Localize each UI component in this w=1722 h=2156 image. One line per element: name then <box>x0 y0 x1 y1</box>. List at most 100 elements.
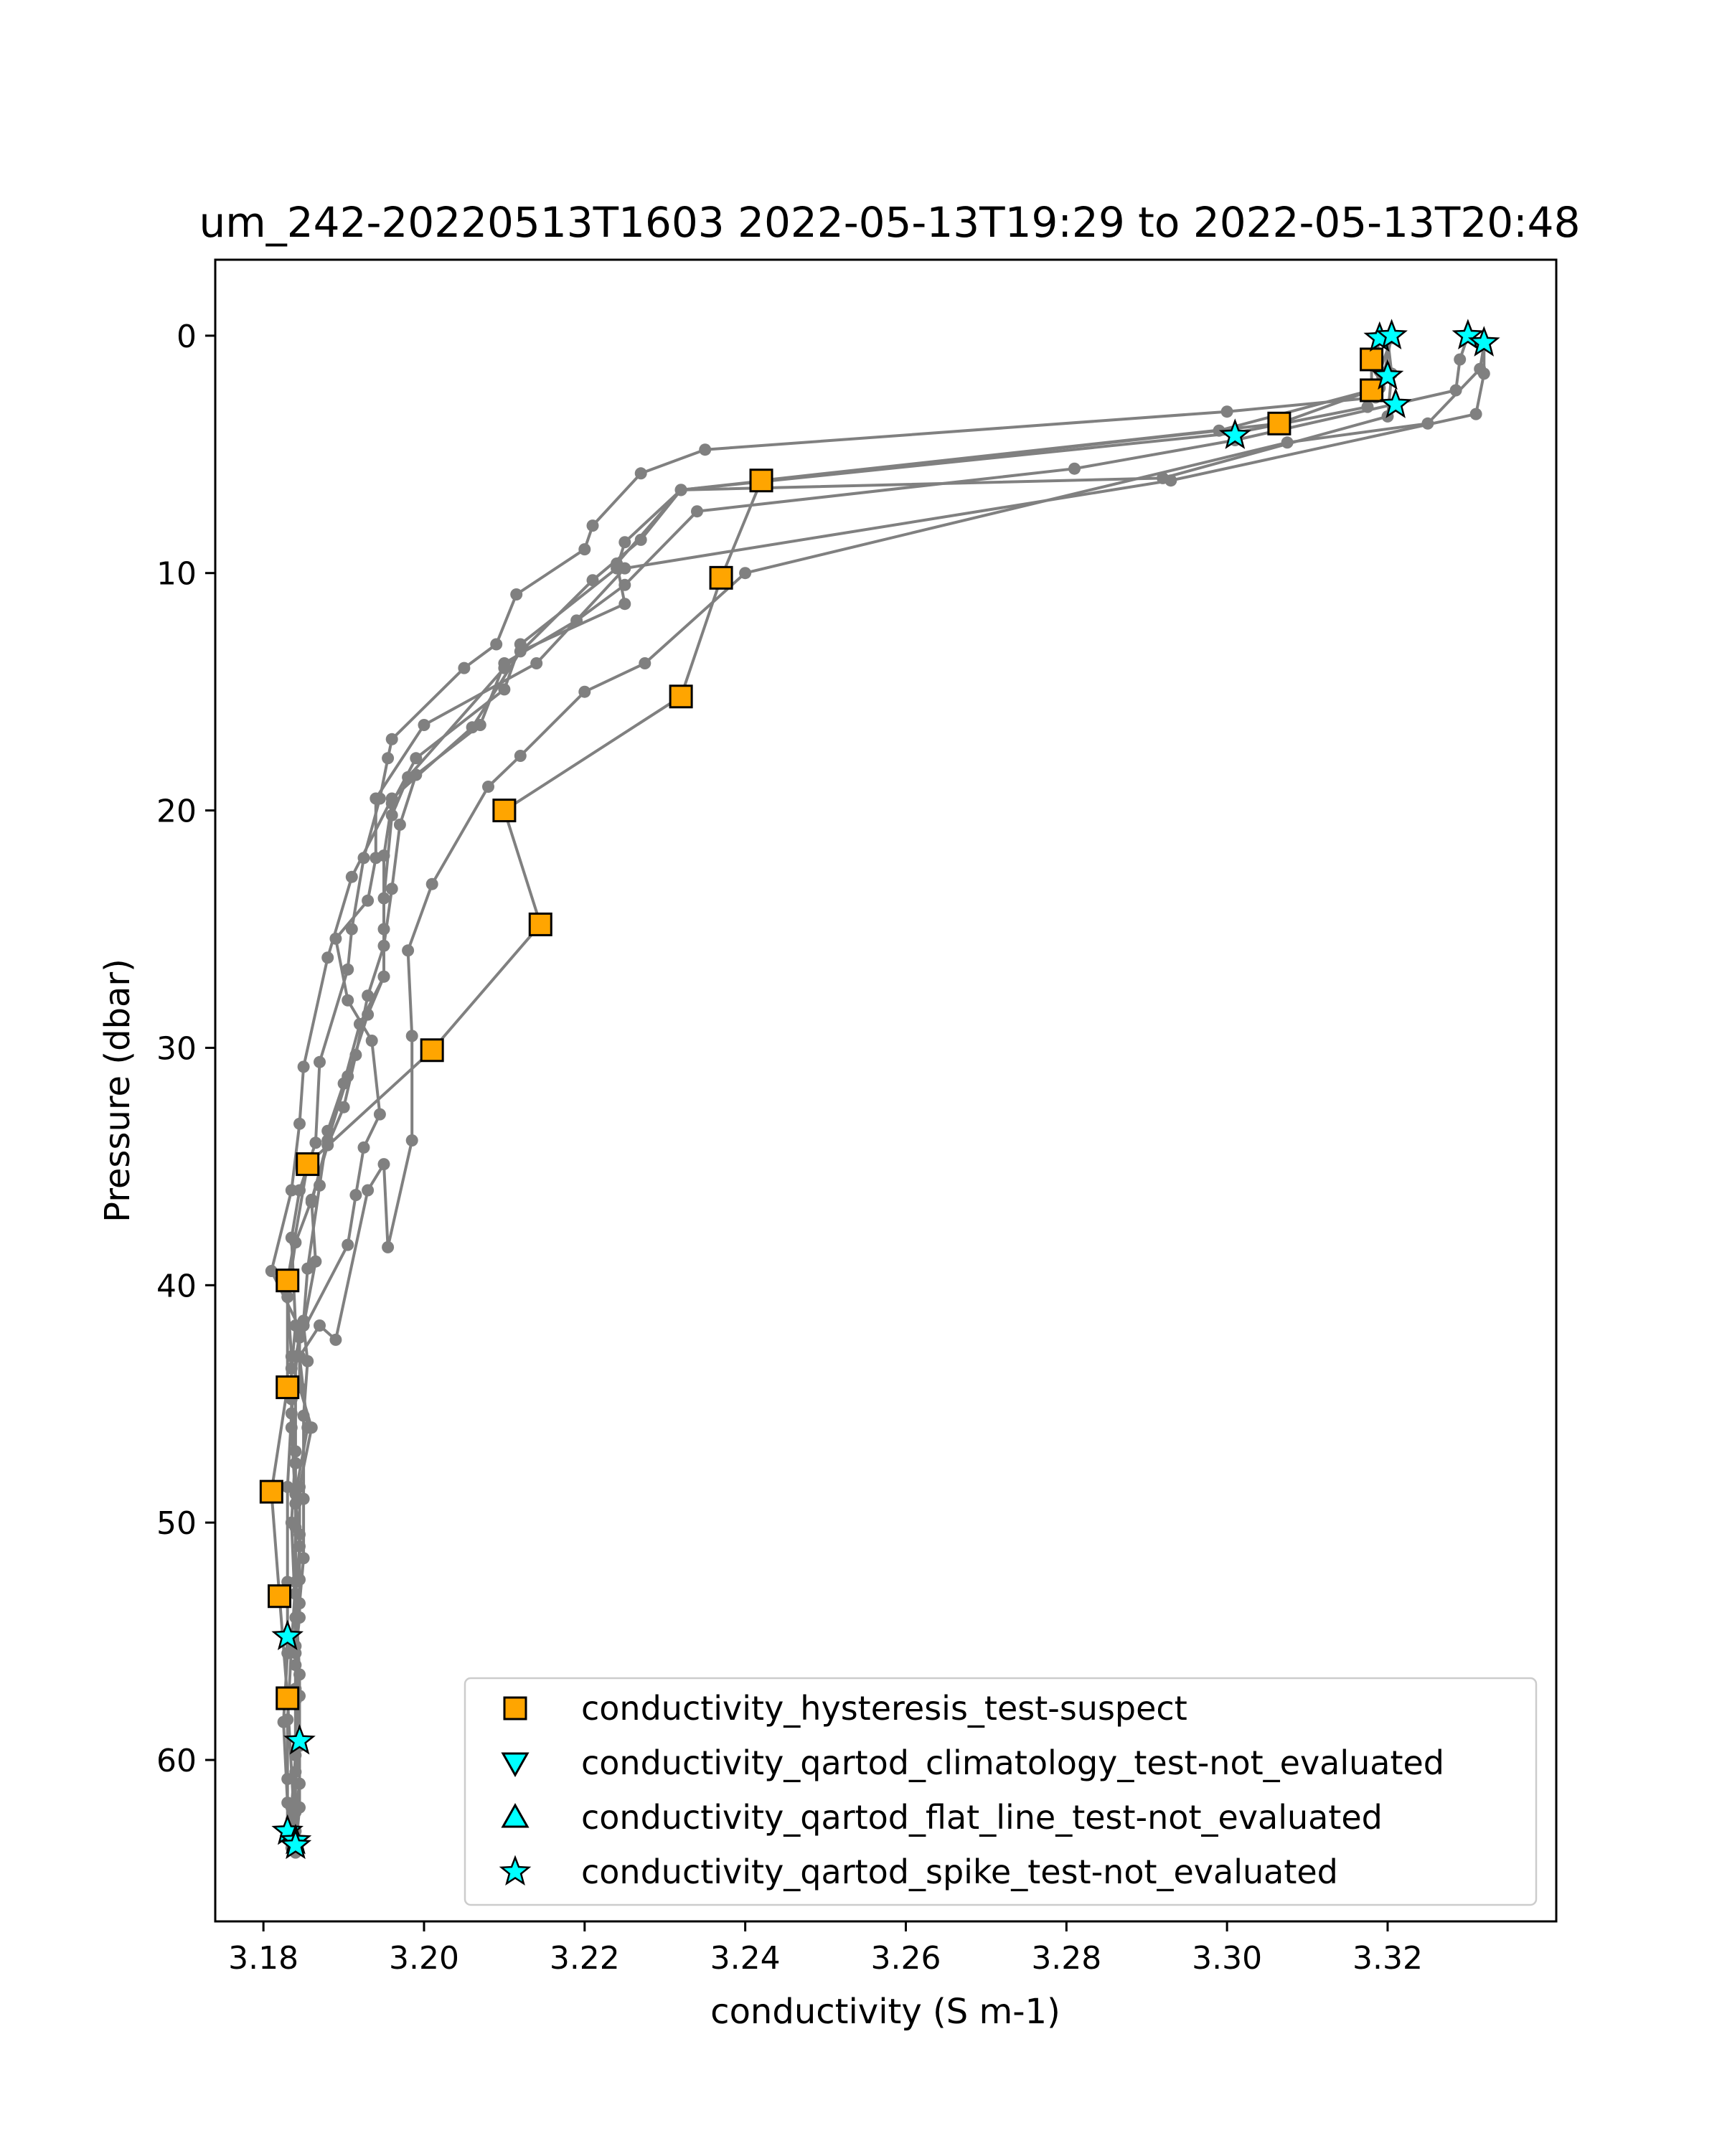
profile-point <box>458 662 471 674</box>
x-tick-label: 3.26 <box>870 1940 941 1977</box>
flag-point-star <box>1379 387 1412 418</box>
legend-marker-square <box>503 1696 527 1720</box>
profile-point <box>739 567 752 580</box>
flag-point-star <box>1375 319 1408 349</box>
profile-point <box>498 662 511 674</box>
profile-point <box>618 536 631 549</box>
flag-point-square <box>268 1584 292 1609</box>
profile-point <box>362 894 375 907</box>
profile-point <box>498 683 511 696</box>
profile-point <box>321 1124 334 1137</box>
profile-point <box>1157 471 1170 484</box>
profile-point <box>586 574 599 587</box>
y-tick-label: 10 <box>156 556 197 593</box>
profile-point <box>530 657 543 669</box>
y-tick-label: 20 <box>156 794 197 830</box>
profile-point <box>691 505 703 518</box>
profile-point <box>382 752 395 765</box>
flag-point-star <box>271 1619 304 1651</box>
profile-point <box>1421 417 1434 430</box>
profile-point <box>309 1255 322 1268</box>
profile-point <box>277 1715 290 1728</box>
profile-point <box>289 1766 302 1779</box>
y-axis: 0 10 20 30 40 50 60 <box>156 319 215 1779</box>
profile-point <box>353 1017 366 1030</box>
profile-point <box>618 598 631 611</box>
profile-point <box>342 963 354 976</box>
profile-point <box>699 443 712 456</box>
profile-point <box>405 1030 418 1042</box>
profile-point <box>289 1350 302 1363</box>
x-tick-label: 3.22 <box>550 1940 620 1977</box>
profile-point <box>410 752 423 765</box>
profile-point <box>402 944 415 957</box>
profile-point <box>362 989 375 1002</box>
profile-point <box>514 750 527 762</box>
profile-point <box>418 719 430 731</box>
flag-point-square <box>528 912 552 936</box>
plot-area <box>259 319 1500 1860</box>
profile-point <box>345 923 358 936</box>
profile-point <box>265 1265 278 1277</box>
profile-point <box>281 1647 294 1660</box>
profile-point <box>301 1262 314 1275</box>
profile-point <box>578 543 591 556</box>
profile-point <box>370 792 382 805</box>
profile-point <box>370 852 382 865</box>
profile-point <box>490 638 503 651</box>
x-tick-label: 3.30 <box>1192 1940 1262 1977</box>
profile-point <box>377 970 390 983</box>
profile-point <box>382 1241 395 1253</box>
profile-point <box>1220 405 1233 418</box>
flag-point-star <box>1452 319 1485 349</box>
profile-point <box>285 1516 298 1529</box>
profile-point <box>385 882 398 895</box>
legend-label: conductivity_qartod_flat_line_test-not_e… <box>581 1798 1383 1837</box>
x-axis: 3.18 3.20 3.22 3.24 3.26 3.28 3.30 3.32 <box>228 1921 1423 1977</box>
profile-point <box>309 1136 322 1149</box>
axes-frame <box>214 258 1558 1923</box>
x-tick-label: 3.18 <box>228 1940 298 1977</box>
profile-point <box>297 1314 310 1327</box>
legend-label: conductivity_qartod_climatology_test-not… <box>581 1743 1444 1782</box>
y-tick-label: 0 <box>177 319 197 355</box>
profile-point <box>289 1488 302 1500</box>
profile-point <box>337 1101 350 1114</box>
profile-point <box>1449 384 1462 397</box>
flag-point-square <box>259 1479 283 1504</box>
profile-point <box>281 1481 294 1493</box>
profile-point <box>297 1552 310 1565</box>
profile-point <box>674 484 687 496</box>
y-tick-label: 60 <box>156 1743 197 1779</box>
profile-point <box>305 1193 318 1206</box>
profile-point <box>482 781 494 793</box>
profile-point <box>385 733 398 745</box>
legend-marker-triangle-down <box>501 1752 530 1778</box>
y-tick-label: 30 <box>156 1030 197 1067</box>
flag-point-square <box>276 1686 300 1710</box>
profile-point <box>586 519 599 532</box>
flag-point-square <box>749 469 773 493</box>
profile-point <box>377 1158 390 1171</box>
flag-point-square <box>1360 378 1384 403</box>
chart-title: um_242-20220513T1603 2022-05-13T19:29 to… <box>199 198 1581 247</box>
profile-point <box>402 771 415 783</box>
profile-point <box>405 1134 418 1147</box>
profile-point <box>510 588 523 601</box>
x-tick-label: 3.28 <box>1031 1940 1101 1977</box>
y-tick-label: 40 <box>156 1268 197 1304</box>
flag-point-square <box>1360 347 1384 372</box>
flag-point-square <box>492 799 517 823</box>
profile-point <box>425 877 438 890</box>
flag-point-square <box>296 1152 320 1177</box>
profile-point <box>611 557 624 570</box>
profile-point <box>329 1333 342 1346</box>
profile-point <box>301 1421 314 1434</box>
profile-point <box>293 1117 306 1130</box>
profile-point <box>357 1141 370 1154</box>
profile-point <box>1361 400 1374 413</box>
profile-point <box>1454 353 1467 366</box>
profile-point <box>1469 408 1482 420</box>
